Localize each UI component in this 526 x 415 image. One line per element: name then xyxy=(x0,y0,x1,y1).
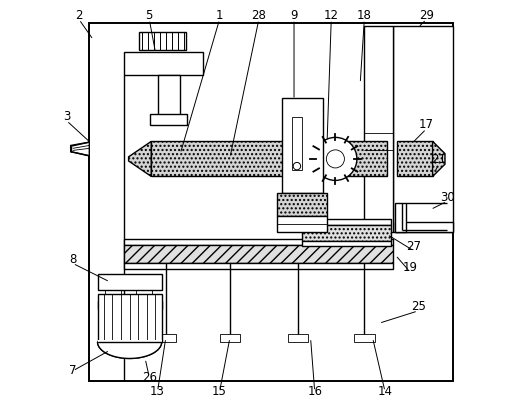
Bar xyxy=(150,115,187,125)
Bar xyxy=(343,142,387,176)
Bar xyxy=(281,98,323,193)
Bar xyxy=(125,239,393,245)
Bar xyxy=(393,25,453,232)
Bar xyxy=(278,193,327,216)
Text: 5: 5 xyxy=(146,9,153,22)
Polygon shape xyxy=(73,142,89,156)
Text: 7: 7 xyxy=(69,364,76,377)
Bar xyxy=(219,334,240,342)
Text: 21: 21 xyxy=(431,154,446,166)
Text: 15: 15 xyxy=(212,385,227,398)
Bar xyxy=(278,216,327,232)
Circle shape xyxy=(314,137,357,181)
Bar xyxy=(156,334,176,342)
Text: 16: 16 xyxy=(307,385,322,398)
Bar xyxy=(396,222,453,232)
Polygon shape xyxy=(432,142,445,176)
Text: 12: 12 xyxy=(323,9,339,22)
Text: 25: 25 xyxy=(411,300,426,313)
Bar xyxy=(302,219,391,225)
Text: 29: 29 xyxy=(419,9,434,22)
Text: 13: 13 xyxy=(150,385,165,398)
Polygon shape xyxy=(70,142,89,156)
Text: 8: 8 xyxy=(69,253,76,266)
Bar xyxy=(396,203,406,232)
Bar xyxy=(157,75,180,117)
Text: 1: 1 xyxy=(216,9,224,22)
Text: 2: 2 xyxy=(75,9,83,22)
Bar xyxy=(97,301,161,309)
Text: 18: 18 xyxy=(357,9,372,22)
Bar xyxy=(354,334,375,342)
Polygon shape xyxy=(97,342,161,359)
Bar xyxy=(125,245,393,264)
Bar xyxy=(151,142,315,176)
Text: 19: 19 xyxy=(402,261,417,274)
Bar xyxy=(89,23,453,381)
Bar xyxy=(302,225,391,241)
Text: 30: 30 xyxy=(440,190,454,204)
Bar xyxy=(288,334,308,342)
Bar xyxy=(125,264,393,269)
Bar xyxy=(365,25,393,232)
Bar xyxy=(139,32,187,50)
Polygon shape xyxy=(128,142,151,176)
Bar xyxy=(97,273,161,290)
Bar xyxy=(97,340,161,342)
Circle shape xyxy=(326,150,345,168)
Text: 3: 3 xyxy=(63,110,70,123)
Text: 9: 9 xyxy=(290,9,298,22)
Text: 28: 28 xyxy=(251,9,266,22)
Text: 17: 17 xyxy=(419,118,434,131)
Bar xyxy=(398,142,432,176)
Bar xyxy=(302,241,391,247)
Text: 27: 27 xyxy=(407,240,421,253)
Text: 14: 14 xyxy=(378,385,392,398)
Text: 26: 26 xyxy=(141,371,157,383)
Bar xyxy=(97,294,161,342)
Bar xyxy=(125,52,203,75)
Circle shape xyxy=(293,162,301,170)
Bar xyxy=(292,117,302,170)
